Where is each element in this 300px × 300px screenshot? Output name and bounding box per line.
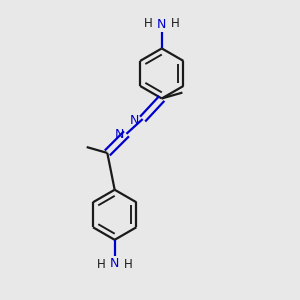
Text: H: H [97,258,105,271]
Text: H: H [124,258,133,271]
Text: N: N [157,18,167,31]
Text: N: N [110,257,119,270]
Text: H: H [144,17,152,31]
Text: N: N [130,114,139,127]
Text: H: H [171,17,180,31]
Text: N: N [115,128,124,141]
